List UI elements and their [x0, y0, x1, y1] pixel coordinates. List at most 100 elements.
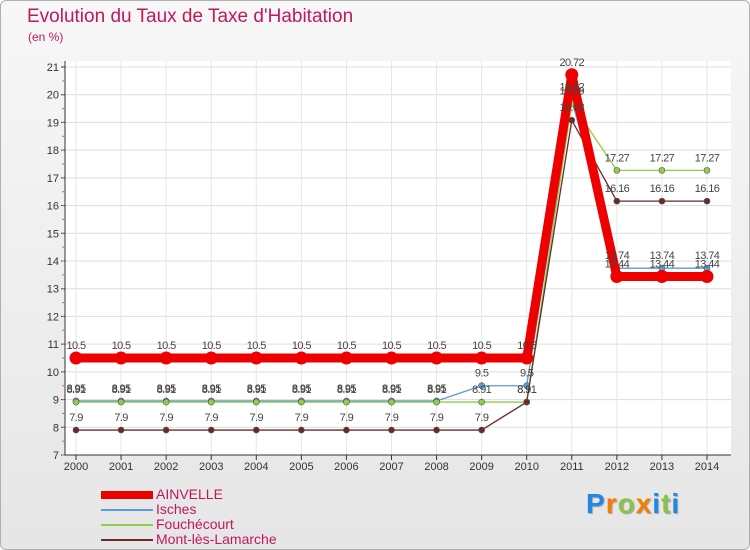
legend-swatch [101, 539, 153, 541]
data-label: 7.9 [250, 412, 264, 424]
data-point [204, 351, 218, 365]
data-label: 20.72 [560, 57, 585, 69]
y-tick-label: 20 [47, 90, 59, 102]
data-point [72, 426, 80, 434]
data-point [658, 197, 666, 205]
data-label: 10.5 [66, 340, 85, 352]
data-label: 10.5 [157, 340, 176, 352]
data-label: 7.9 [295, 412, 309, 424]
x-tick-label: 2013 [650, 461, 674, 473]
data-point [339, 351, 353, 365]
data-label: 7.9 [385, 412, 399, 424]
y-tick-label: 10 [47, 367, 59, 379]
x-tick-label: 2007 [379, 461, 403, 473]
data-point [294, 351, 308, 365]
y-tick-label: 11 [48, 339, 59, 351]
data-point [343, 426, 350, 434]
data-point [430, 351, 444, 365]
data-label: 16.16 [605, 183, 630, 195]
data-point [72, 398, 80, 406]
data-label: 10.5 [427, 340, 446, 352]
data-point [252, 426, 260, 434]
data-label: 8.95 [157, 383, 176, 395]
data-label: 10.5 [292, 340, 311, 352]
y-tick-label: 19 [47, 117, 59, 129]
data-label: 8.91 [247, 384, 266, 396]
x-tick-label: 2000 [64, 461, 88, 473]
data-label: 7.9 [204, 412, 218, 424]
logo-letter: i [671, 488, 681, 519]
data-label: 8.91 [382, 384, 401, 396]
x-tick-label: 2011 [560, 461, 584, 473]
data-label: 10.5 [382, 340, 401, 352]
y-unit-label: (en %) [28, 30, 64, 44]
data-label: 8.95 [66, 383, 85, 395]
data-point [207, 426, 215, 434]
x-tick-label: 2012 [605, 461, 629, 473]
data-point [520, 351, 534, 365]
data-label: 8.95 [202, 383, 221, 395]
data-point [523, 398, 531, 406]
data-point [298, 398, 305, 406]
logo-letter: r [605, 488, 618, 519]
data-label: 13.44 [650, 259, 675, 271]
legend-swatch [101, 524, 153, 526]
data-label: 7.9 [114, 412, 128, 424]
data-point [117, 426, 125, 434]
data-label: 8.91 [517, 384, 536, 396]
data-point [478, 398, 485, 406]
data-label: 8.91 [292, 384, 311, 396]
data-point [388, 426, 395, 434]
data-label: 8.95 [337, 383, 356, 395]
y-tick-label: 15 [47, 228, 59, 240]
data-label: 8.91 [472, 384, 491, 396]
data-point [478, 426, 485, 434]
data-label: 8.91 [157, 384, 176, 396]
data-point [162, 426, 170, 434]
data-label: 8.91 [66, 384, 85, 396]
data-label: 13.74 [695, 250, 720, 262]
data-point [703, 197, 711, 205]
data-label: 10.5 [112, 340, 131, 352]
y-tick-label: 17 [47, 173, 59, 185]
data-point [298, 426, 305, 434]
x-tick-label: 2001 [109, 461, 133, 473]
y-tick-label: 9 [53, 395, 59, 407]
data-point [475, 351, 489, 365]
x-tick-label: 2006 [334, 461, 358, 473]
data-label: 19.08 [560, 102, 585, 114]
data-label: 17.27 [695, 152, 720, 164]
data-label: 8.95 [382, 383, 401, 395]
data-point [207, 398, 215, 406]
legend-label: Fouchécourt [156, 516, 234, 532]
y-tick-label: 13 [47, 284, 59, 296]
data-label: 7.9 [69, 412, 83, 424]
data-point [162, 398, 170, 406]
logo-letter: t [661, 488, 672, 519]
data-label: 16.16 [650, 183, 675, 195]
logo-letter: P [586, 488, 606, 519]
data-point [433, 426, 440, 434]
data-point [613, 167, 621, 174]
data-point [565, 68, 579, 82]
data-point [343, 398, 350, 406]
logo-letter: x [635, 488, 653, 519]
x-tick-label: 2014 [695, 461, 719, 473]
data-label: 10.5 [247, 340, 266, 352]
data-label: 13.44 [695, 259, 720, 271]
x-tick-label: 2009 [469, 461, 493, 473]
data-point [613, 197, 621, 205]
data-label: 9.5 [520, 368, 534, 380]
data-label: 7.9 [159, 412, 173, 424]
data-point [478, 382, 485, 390]
logo-letter: i [652, 488, 662, 519]
y-tick-label: 8 [53, 422, 59, 434]
data-label: 10.5 [202, 340, 221, 352]
data-label: 19.82 [560, 82, 585, 94]
logo-letter: o [617, 488, 636, 519]
data-point [117, 398, 125, 406]
data-label: 8.95 [292, 383, 311, 395]
data-point [385, 351, 398, 365]
